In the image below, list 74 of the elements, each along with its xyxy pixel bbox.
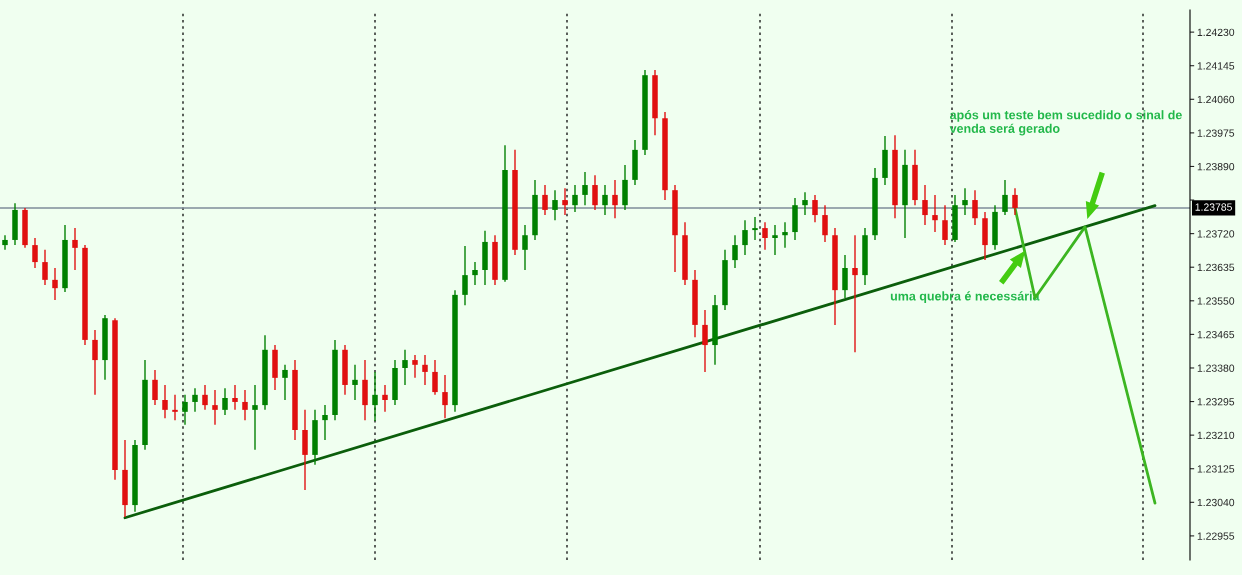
y-tick-label: 1.23720 — [1197, 230, 1235, 238]
candlestick — [932, 194, 938, 233]
candlestick — [1002, 179, 1008, 216]
candlestick — [602, 184, 608, 216]
y-tick-label: 1.23380 — [1197, 364, 1235, 372]
candlestick — [432, 359, 438, 396]
y-tick-label: 1.23040 — [1197, 498, 1235, 507]
candlestick — [2, 234, 8, 251]
candlestick — [232, 384, 238, 411]
candlestick — [172, 394, 178, 421]
y-tick-label: 1.23975 — [1197, 129, 1235, 137]
candlestick — [372, 371, 378, 422]
candlestick — [352, 364, 358, 401]
candlestick — [412, 354, 418, 379]
candlestick — [762, 221, 768, 251]
candlestick — [702, 309, 708, 373]
y-tick-label: 1.23465 — [1197, 330, 1235, 339]
candlestick — [282, 364, 288, 401]
y-tick-label: 1.23635 — [1197, 263, 1235, 272]
candlestick — [612, 179, 618, 219]
y-tick-label: 1.23210 — [1197, 431, 1235, 440]
candlestick — [162, 384, 168, 419]
y-tick-label: 1.23890 — [1197, 162, 1235, 171]
candlestick — [152, 369, 158, 406]
candlestick — [222, 387, 228, 416]
candlestick — [382, 384, 388, 413]
candlestick — [552, 189, 558, 221]
y-tick-label: 1.24230 — [1197, 28, 1235, 36]
y-tick-label: 1.23125 — [1197, 465, 1235, 473]
candlestick — [802, 191, 808, 216]
candlestick — [522, 224, 528, 271]
y-tick-label: 1.24060 — [1197, 95, 1235, 104]
candlestick — [442, 374, 448, 419]
candlestick — [842, 254, 848, 299]
annotation: após um teste bem sucedido o sinal de venda será gerado — [949, 110, 1182, 136]
candlestick — [472, 261, 478, 286]
candlestick — [252, 384, 258, 451]
candlestick — [812, 194, 818, 223]
candlestick — [242, 389, 248, 421]
candlestick — [422, 354, 428, 386]
candlestick — [402, 349, 408, 386]
y-tick-label: 1.24145 — [1197, 62, 1235, 70]
candlestick — [32, 237, 38, 269]
candlestick — [942, 204, 948, 246]
candlestick — [462, 245, 468, 306]
candlestick — [322, 404, 328, 441]
candlestick — [42, 249, 48, 286]
candlestick — [52, 267, 58, 301]
candlestick — [72, 227, 78, 271]
y-tick-label: 1.22955 — [1197, 532, 1235, 540]
candlestick — [92, 329, 98, 396]
candlestick — [962, 187, 968, 216]
y-tick-label: 1.23550 — [1197, 297, 1235, 305]
candlestick — [592, 174, 598, 211]
candlestick — [732, 234, 738, 269]
candlestick — [562, 187, 568, 216]
candlestick — [922, 184, 928, 226]
candlestick — [742, 219, 748, 256]
ref-line-label: 1.23785 — [1195, 203, 1232, 211]
y-tick-label: 1.23295 — [1197, 398, 1235, 406]
candlestick — [1012, 187, 1018, 216]
candlestick — [572, 184, 578, 213]
candlestick — [582, 171, 588, 206]
candlestick — [212, 389, 218, 426]
candlestick — [782, 221, 788, 249]
candlestick — [542, 184, 548, 216]
candlestick — [772, 224, 778, 256]
candlestick — [822, 204, 828, 243]
candlestick — [852, 234, 858, 353]
candlestick — [202, 384, 208, 411]
candlestick — [972, 189, 978, 226]
candlestick — [182, 394, 188, 426]
candlestick — [192, 387, 198, 413]
candlestick — [752, 216, 758, 241]
